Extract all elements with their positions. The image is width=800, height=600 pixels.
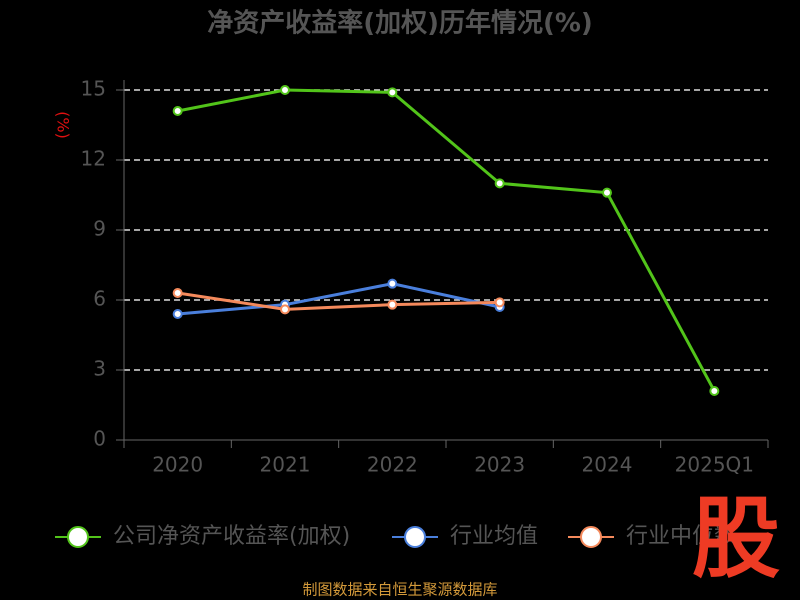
data-point [387, 87, 398, 98]
y-tick-label: 3 [93, 357, 106, 381]
legend-marker [67, 526, 89, 548]
legend-label: 行业中位数 [626, 524, 736, 549]
y-axis-label: (%) [54, 111, 73, 139]
data-point [709, 386, 720, 396]
data-point [172, 309, 183, 319]
data-point [172, 106, 183, 116]
data-point [280, 85, 290, 95]
chart-title: 净资产收益率(加权)历年情况(%) [207, 8, 593, 39]
x-tick-label: 2024 [582, 453, 633, 477]
series-line [177, 88, 716, 392]
legend-label: 行业均值 [450, 524, 538, 549]
series-line [177, 291, 500, 311]
x-tick-label: 2025Q1 [675, 453, 754, 477]
data-point [387, 278, 398, 289]
data-point [602, 187, 612, 198]
source-note: 制图数据来自恒生聚源数据库 [302, 581, 497, 599]
data-point [387, 299, 398, 310]
data-point [494, 297, 505, 308]
data-point [172, 288, 183, 298]
legend-label: 公司净资产收益率(加权) [113, 524, 350, 549]
y-tick-label: 9 [93, 217, 106, 241]
x-tick-label: 2023 [474, 453, 525, 477]
data-point [494, 178, 505, 189]
y-tick-label: 6 [93, 287, 106, 311]
legend-marker [404, 526, 426, 548]
legend-marker [580, 526, 602, 548]
x-tick-label: 2022 [367, 453, 418, 477]
series-line [177, 282, 500, 316]
y-tick-label: 12 [81, 147, 106, 171]
logo: 股 [692, 487, 780, 590]
data-point [280, 304, 290, 315]
y-tick-label: 15 [81, 77, 106, 101]
x-tick-label: 2020 [152, 453, 203, 477]
x-tick-label: 2021 [260, 453, 311, 477]
y-tick-label: 0 [93, 427, 106, 451]
